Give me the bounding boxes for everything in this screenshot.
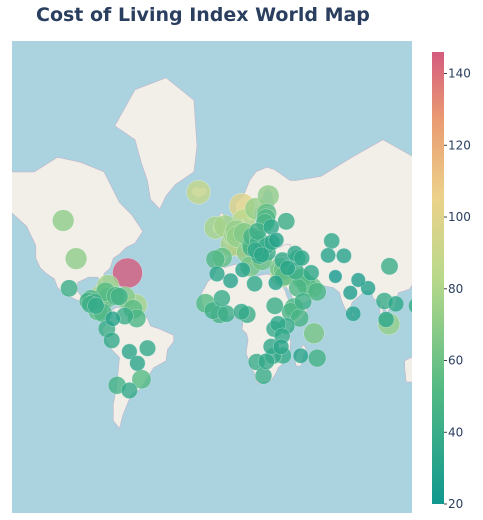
colorbar-tick-label: 60: [448, 354, 463, 368]
colorbar-tick-label: 80: [448, 282, 463, 296]
map-panel[interactable]: Bermuda: 146Switzerland: 114Norway: 100I…: [12, 41, 412, 513]
bubble-seychelles[interactable]: Seychelles: 64: [303, 322, 325, 344]
bubble-nigeria[interactable]: Nigeria: 36: [232, 303, 250, 321]
bubble-bangladesh[interactable]: Bangladesh: 28: [360, 280, 376, 296]
bubble-nepal[interactable]: Nepal: 26: [350, 272, 366, 288]
landmass-8: [114, 77, 198, 210]
bubble-portugal[interactable]: Portugal: 50: [205, 249, 225, 270]
bubble-mexico[interactable]: Mexico: 40: [60, 279, 78, 298]
bubble-iceland[interactable]: Iceland: 88: [186, 179, 211, 205]
colorbar-gradient: [432, 52, 444, 504]
bubble-canada[interactable]: Canada: 70: [52, 209, 75, 232]
bubble-tunisia[interactable]: Tunisia: 30: [234, 262, 251, 278]
bubble-ghana[interactable]: Ghana: 40: [217, 304, 236, 323]
bubble-india[interactable]: India: 26: [342, 285, 358, 301]
bubble-russia[interactable]: Russia: 40: [277, 212, 296, 231]
bubble-south-africa[interactable]: South Africa: 38: [254, 367, 273, 385]
bubble-north-macedonia[interactable]: North Macedonia: 34: [253, 246, 270, 264]
bubble-layer: Bermuda: 146Switzerland: 114Norway: 100I…: [52, 179, 412, 399]
bubble-egypt[interactable]: Egypt: 28: [268, 275, 284, 291]
bubble-philippines[interactable]: Philippines: 38: [408, 297, 412, 314]
bubble-united-states[interactable]: United States: 70: [65, 247, 88, 270]
bubble-malawi[interactable]: Malawi: 32: [273, 338, 290, 355]
bubble-oman[interactable]: Oman: 48: [307, 282, 327, 302]
bubble-sri-lanka[interactable]: Sri Lanka: 30: [345, 305, 362, 322]
bubble-kyrgyzstan[interactable]: Kyrgyzstan: 30: [336, 247, 352, 264]
chart-title: Cost of Living Index World Map: [36, 4, 370, 26]
bubble-syria[interactable]: Syria: 32: [279, 259, 296, 277]
bubble-libya[interactable]: Libya: 34: [246, 275, 263, 292]
colorbar-tick-label: 140: [448, 67, 471, 81]
bubble-mali[interactable]: Mali: 38: [213, 289, 231, 307]
bubble-uzbekistan[interactable]: Uzbekistan: 30: [320, 247, 336, 264]
bubble-peru[interactable]: Peru: 36: [103, 331, 121, 349]
map-canvas[interactable]: Bermuda: 146Switzerland: 114Norway: 100I…: [12, 41, 412, 513]
landmass-4: [404, 356, 412, 383]
colorbar: 20 40 60 80 100 120 140: [432, 52, 471, 511]
bubble-botswana[interactable]: Botswana: 36: [257, 352, 275, 370]
colorbar-tick-label: 40: [448, 425, 463, 439]
bubble-algeria[interactable]: Algeria: 30: [222, 272, 239, 289]
colorbar-tick-label: 100: [448, 210, 471, 224]
bubble-yemen[interactable]: Yemen: 42: [294, 292, 313, 311]
bubble-iran[interactable]: Iran: 34: [302, 264, 320, 282]
bubble-pakistan[interactable]: Pakistan: 22: [328, 269, 343, 284]
bubble-morocco[interactable]: Morocco: 32: [208, 265, 226, 282]
bubble-malaysia[interactable]: Malaysia: 34: [377, 311, 395, 328]
colorbar-ticks: 20 40 60 80 100 120 140: [444, 67, 471, 511]
bubble-ukraine[interactable]: Ukraine: 30: [268, 232, 285, 248]
bubble-mauritius[interactable]: Mauritius: 44: [308, 348, 327, 368]
bubble-azerbaijan[interactable]: Azerbaijan: 34: [293, 249, 310, 267]
bubble-kazakhstan[interactable]: Kazakhstan: 34: [323, 232, 340, 250]
bubble-paraguay[interactable]: Paraguay: 32: [129, 355, 146, 372]
bubble-madagascar[interactable]: Madagascar: 30: [292, 347, 309, 364]
bubble-sudan[interactable]: Sudan: 40: [265, 296, 284, 315]
bubble-brazil[interactable]: Brazil: 36: [139, 339, 156, 357]
bubble-dominican-republic[interactable]: Dominican Republic: 44: [110, 287, 129, 306]
bubble-colombia[interactable]: Colombia: 30: [104, 310, 121, 327]
bubble-vietnam[interactable]: Vietnam: 34: [387, 295, 405, 313]
bubble-argentina[interactable]: Argentina: 36: [120, 382, 138, 399]
colorbar-tick-label: 120: [448, 138, 471, 152]
colorbar-tick-label: 20: [448, 497, 463, 511]
bubble-nicaragua[interactable]: Nicaragua: 38: [87, 297, 105, 315]
bubble-bolivia[interactable]: Bolivia: 32: [121, 343, 138, 360]
bubble-china[interactable]: China: 40: [380, 257, 399, 276]
